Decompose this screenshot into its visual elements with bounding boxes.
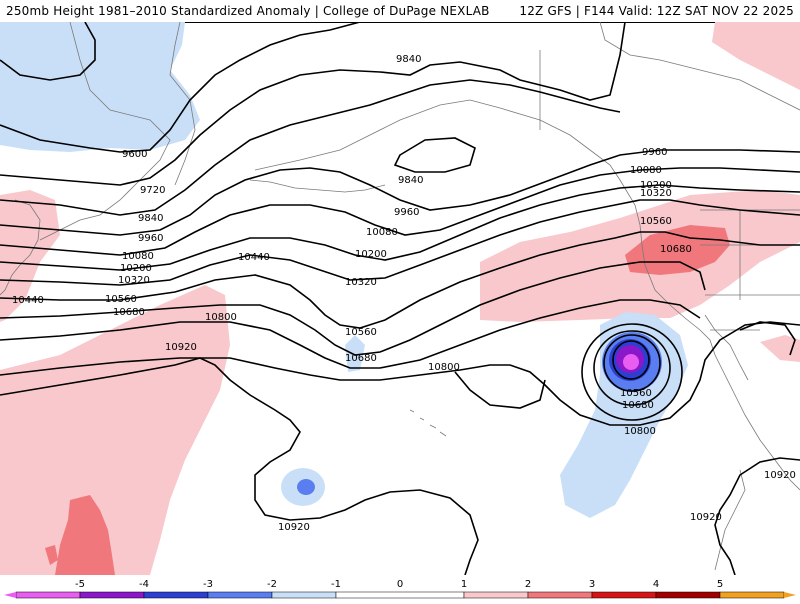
legend-tick-label: -5 [75, 579, 85, 590]
label-10320-b: 10320 [345, 277, 377, 288]
legend-tick-label: 3 [589, 579, 595, 590]
contour-9840-closed [395, 138, 475, 172]
label-10320-a: 10320 [118, 275, 150, 286]
legend-tick-label: 2 [525, 579, 531, 590]
legend-swatch [528, 592, 592, 598]
legend-tick-label: -1 [331, 579, 341, 590]
neg-anomaly-siberia [0, 22, 200, 152]
legend-swatch [208, 592, 272, 598]
label-10560-b: 10560 [345, 327, 377, 338]
label-10440-a: 10440 [12, 295, 44, 306]
hawaii-islands [410, 410, 446, 436]
label-10920-a: 10920 [165, 342, 197, 353]
label-10920-d: 10920 [764, 470, 796, 481]
label-9960-b: 9960 [394, 207, 419, 218]
label-9720: 9720 [140, 185, 165, 196]
contour-10800-b [455, 372, 545, 408]
pos-anomaly-arctic [712, 22, 800, 90]
neg-anomaly-blob-2 [297, 479, 315, 495]
label-9840-a: 9840 [138, 213, 163, 224]
legend-swatch [80, 592, 144, 598]
legend-swatch [16, 592, 80, 598]
label-10080-a: 10080 [122, 251, 154, 262]
legend-ticks: -5 -4 -3 -2 -1 0 1 2 3 4 5 [75, 579, 723, 590]
map-header: 250mb Height 1981–2010 Standardized Anom… [0, 0, 800, 23]
label-10680-b: 10680 [345, 353, 377, 364]
anomaly-map: 9600 9720 9840 9840 9840 9960 9960 9960 … [0, 22, 800, 575]
label-9840-b: 9840 [396, 54, 421, 65]
label-10440-b: 10440 [238, 252, 270, 263]
legend-swatch [592, 592, 656, 598]
legend-swatch [336, 592, 464, 598]
label-10560-d: 10560 [620, 388, 652, 399]
legend-tick-label: -4 [139, 579, 149, 590]
label-10680-c: 10680 [660, 244, 692, 255]
legend-arrow-right [784, 592, 796, 598]
legend-tick-label: 0 [397, 579, 403, 590]
label-9960-c: 9960 [642, 147, 667, 158]
color-legend: -5 -4 -3 -2 -1 0 1 2 3 4 5 [0, 575, 800, 600]
label-10080-c: 10080 [630, 165, 662, 176]
label-10560-c: 10560 [640, 216, 672, 227]
legend-scale: -5 -4 -3 -2 -1 0 1 2 3 4 5 [0, 575, 800, 600]
label-10560-a: 10560 [105, 294, 137, 305]
label-9960-a: 9960 [138, 233, 163, 244]
label-10200-a: 10200 [120, 263, 152, 274]
label-10920-c: 10920 [690, 512, 722, 523]
legend-bar [4, 592, 796, 598]
label-10680-a: 10680 [113, 307, 145, 318]
label-9600: 9600 [122, 149, 147, 160]
label-10680-d: 10680 [622, 400, 654, 411]
label-10800-c: 10800 [624, 426, 656, 437]
label-10800-b: 10800 [428, 362, 460, 373]
label-10800-a: 10800 [205, 312, 237, 323]
legend-tick-label: -2 [267, 579, 277, 590]
label-10920-b: 10920 [278, 522, 310, 533]
legend-swatch [272, 592, 336, 598]
legend-swatch [144, 592, 208, 598]
label-10200-b: 10200 [355, 249, 387, 260]
coastline-baja [705, 315, 748, 380]
coastline-aleutians [250, 180, 385, 192]
legend-tick-label: -3 [203, 579, 213, 590]
map-title: 250mb Height 1981–2010 Standardized Anom… [6, 4, 490, 18]
legend-tick-label: 5 [717, 579, 723, 590]
model-valid-time: 12Z GFS | F144 Valid: 12Z SAT NOV 22 202… [519, 4, 794, 18]
legend-swatch [464, 592, 528, 598]
legend-arrow-left [4, 592, 16, 598]
neg-anomaly-cutoff-5 [623, 354, 639, 370]
legend-swatch [656, 592, 720, 598]
label-9840-c: 9840 [398, 175, 423, 186]
legend-tick-label: 4 [653, 579, 659, 590]
legend-tick-label: 1 [461, 579, 467, 590]
legend-swatch [720, 592, 784, 598]
label-10080-b: 10080 [366, 227, 398, 238]
pos-anomaly-subtropical [0, 285, 230, 575]
label-10320-c: 10320 [640, 188, 672, 199]
